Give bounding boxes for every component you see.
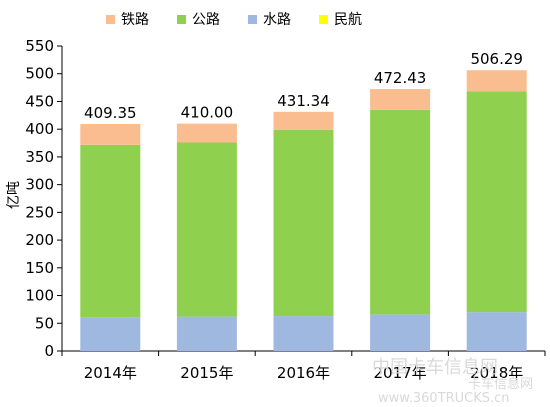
bar-segment-3-3 [273, 316, 334, 351]
y-tick-label-500: 500 [25, 65, 54, 83]
x-tick-label-1: 2014年 [84, 364, 137, 382]
x-tick-label-2: 2015年 [180, 364, 233, 382]
total-labels-group: 409.35 410.00 431.34 472.43 506.29 [84, 50, 523, 122]
bar-segment-2-3 [176, 316, 237, 351]
total-label-3: 431.34 [277, 92, 330, 110]
total-label-5: 506.29 [470, 50, 523, 68]
legend-label-1: 铁路 [121, 12, 149, 28]
y-tick-label-50: 50 [35, 314, 54, 332]
chart-legend: 铁路 公路 水路 民航 [106, 12, 362, 28]
bar-segment-5-2 [466, 91, 527, 313]
chart-axes: 0 50 100 150 200 250 300 350 400 450 500 550 [25, 37, 546, 360]
watermark: 中国卡车信息网 卡车信息网 www.360TRUCKS.cn [372, 357, 533, 406]
legend-swatch-4 [319, 15, 328, 24]
bar-segment-4-1 [370, 89, 431, 110]
bar-segment-3-2 [273, 129, 334, 317]
total-label-2: 410.00 [181, 104, 234, 122]
legend-swatch-1 [106, 15, 115, 24]
legend-label-2: 公路 [192, 12, 220, 28]
y-tick-label-450: 450 [25, 92, 54, 110]
bar-segment-4-2 [370, 109, 431, 315]
bar-segment-1-1 [80, 124, 141, 145]
bar-segment-1-2 [80, 144, 141, 318]
x-tick-labels-group: 2014年 2015年 2016年 2017年 2018年 [84, 364, 524, 382]
legend-swatch-3 [248, 15, 257, 24]
y-tick-label-250: 250 [25, 203, 54, 221]
bar-segment-3-1 [273, 111, 334, 130]
y-tick-label-0: 0 [44, 342, 54, 360]
bars-group [80, 70, 527, 351]
watermark-main-text: 中国卡车信息网 [372, 357, 498, 378]
y-tick-label-350: 350 [25, 148, 54, 166]
x-tick-label-5: 2018年 [470, 364, 523, 382]
legend-label-3: 水路 [263, 12, 291, 28]
bar-segment-5-1 [466, 70, 527, 92]
y-tick-label-200: 200 [25, 231, 54, 249]
y-tick-label-150: 150 [25, 259, 54, 277]
bar-segment-2-1 [176, 123, 237, 143]
y-tick-label-300: 300 [25, 176, 54, 194]
legend-label-4: 民航 [334, 12, 362, 28]
x-tick-label-3: 2016年 [277, 364, 330, 382]
bar-segment-1-3 [80, 317, 141, 351]
bar-segment-5-3 [466, 312, 527, 351]
y-tick-label-100: 100 [25, 287, 54, 305]
y-tick-label-550: 550 [25, 37, 54, 55]
total-label-4: 472.43 [374, 69, 427, 87]
bar-segment-2-2 [176, 142, 237, 317]
bar-segment-4-3 [370, 314, 431, 351]
total-label-1: 409.35 [84, 104, 137, 122]
watermark-url-text: www.360TRUCKS.cn [378, 391, 510, 406]
legend-swatch-2 [177, 15, 186, 24]
y-tick-label-400: 400 [25, 120, 54, 138]
x-tick-label-4: 2017年 [374, 364, 427, 382]
y-axis-title: 亿吨 [6, 181, 22, 209]
watermark-sub-text: 卡车信息网 [468, 376, 533, 392]
